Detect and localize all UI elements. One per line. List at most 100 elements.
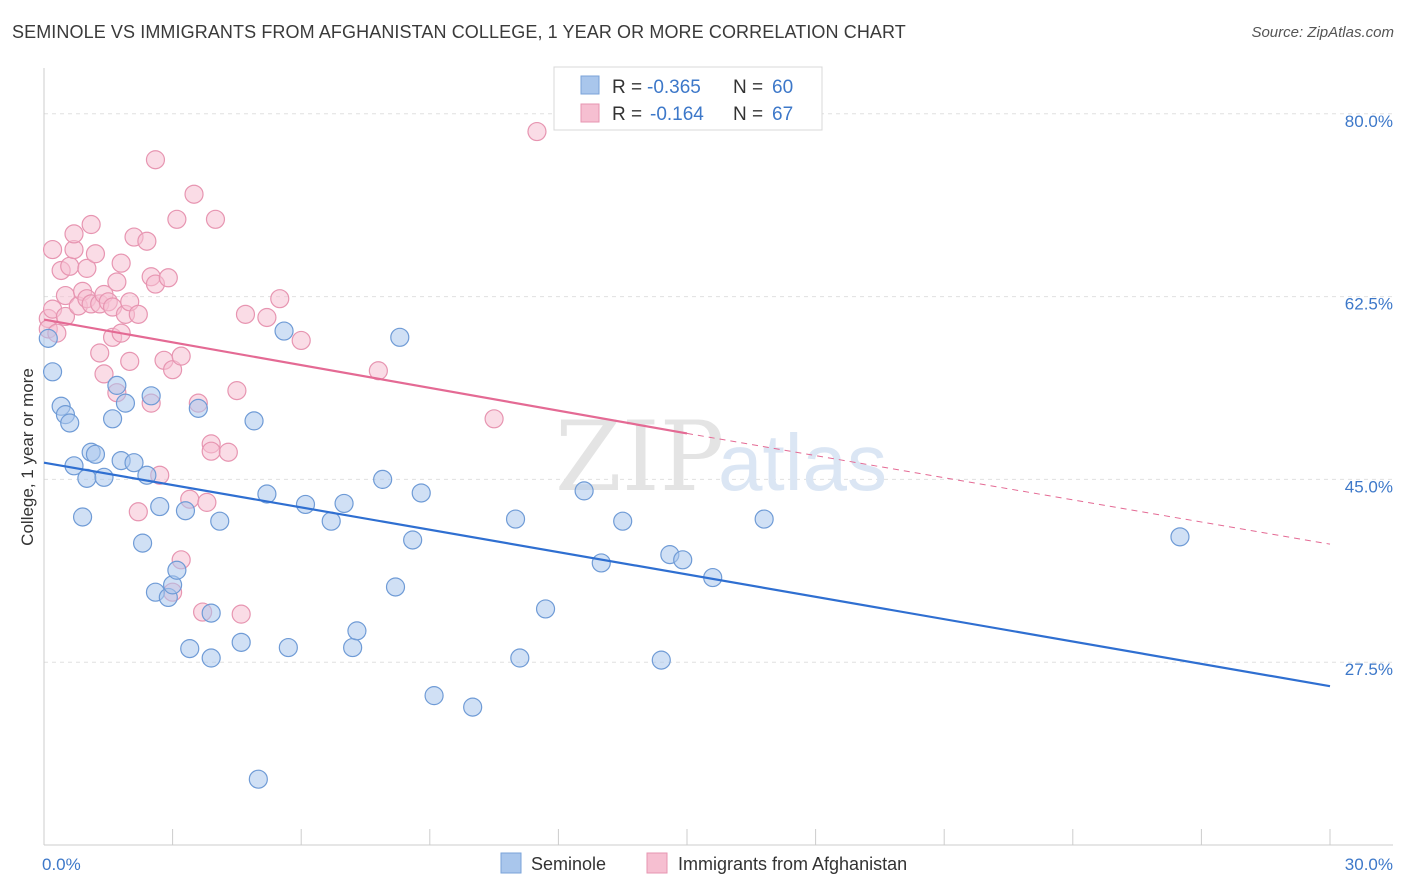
seminole-point [85,444,106,464]
afghanistan-point [171,346,191,366]
seminole-point [424,686,444,706]
seminole-point [188,398,208,418]
seminole-point [463,697,483,717]
afghanistan-point [77,258,97,278]
seminole-point [754,509,774,529]
afghanistan-point [128,304,148,324]
seminole-point [132,533,153,553]
seminole-point [107,375,127,395]
seminole-point [115,393,136,413]
seminole-point [72,507,93,527]
afghanistan-trend-extension [686,432,1331,545]
afghanistan-point [167,209,187,229]
seminole-point [574,481,594,501]
legend-r-value-2: -0.164 [650,104,704,125]
bottom-legend-swatch-afghanistan [646,852,668,874]
seminole-point [201,603,221,623]
seminole-point [231,632,251,652]
afghanistan-point [111,253,131,273]
afghanistan-point [184,184,204,204]
afghanistan-point [197,492,217,512]
seminole-point [505,509,526,529]
seminole-point [321,511,341,531]
chart-title: SEMINOLE VS IMMIGRANTS FROM AFGHANISTAN … [12,22,906,42]
afghanistan-point [201,441,221,461]
afghanistan-point [163,360,183,380]
legend-n-label-2: N = [733,104,763,125]
afghanistan-point [120,351,140,371]
afghanistan-point [90,343,110,363]
legend-swatch-seminole [580,75,600,95]
seminole-point [102,409,123,429]
afghanistan-point [205,209,226,229]
afghanistan-trend-line [43,318,688,435]
seminole-point [210,511,230,531]
legend-n-value-1: 60 [772,77,793,98]
y-tick-label: 27.5% [1345,660,1393,679]
y-tick-label: 80.0% [1345,112,1393,131]
y-tick-label: 62.5% [1345,295,1393,314]
afghanistan-point [145,150,166,170]
seminole-point [38,328,58,348]
x-tick-label-min: 0.0% [42,855,81,874]
seminole-point [1170,527,1190,547]
series-legend: Seminole Immigrants from Afghanistan [500,852,907,874]
afghanistan-point [257,307,277,328]
seminole-point [141,386,161,406]
seminole-point [343,637,363,658]
series-immigrants-from-afghanistan [38,121,547,624]
seminole-point [390,327,410,347]
axes [43,68,1393,846]
afghanistan-point [42,239,63,260]
seminole-point [295,494,316,515]
seminole-point [385,577,406,597]
seminole-point [150,496,170,517]
afghanistan-point [235,304,256,324]
seminole-point [180,639,200,659]
x-tick-label-max: 30.0% [1345,855,1393,874]
seminole-point [60,413,80,433]
legend-n-label-1: N = [733,77,763,98]
seminole-point [411,483,431,503]
correlation-legend: R = -0.365 N = 60 R = -0.164 N = 67 [553,66,823,131]
afghanistan-point [158,268,178,288]
afghanistan-point [527,121,547,142]
legend-r-label-2: R = [612,104,642,125]
seminole-point [274,321,294,341]
bottom-legend-swatch-seminole [500,852,522,874]
bottom-legend-seminole: Seminole [531,854,606,874]
afghanistan-point [227,381,247,401]
y-tick-label: 45.0% [1345,477,1393,496]
y-axis-label: College, 1 year or more [18,368,37,546]
seminole-point [373,469,393,489]
afghanistan-point [60,256,80,276]
seminole-point [510,648,530,668]
seminole-point [651,650,671,670]
seminole-point [124,453,144,473]
seminole-point [257,484,277,504]
afghanistan-point [484,409,504,429]
seminole-point [167,560,187,580]
bottom-legend-afghanistan: Immigrants from Afghanistan [678,854,907,874]
seminole-point [403,530,423,550]
afghanistan-point [231,604,251,624]
legend-r-label-1: R = [612,77,642,98]
seminole-point [244,411,264,431]
grid-lines: 27.5% 45.0% 62.5% 80.0% [44,112,1393,679]
series-seminole [38,321,1190,789]
seminole-point [347,621,367,641]
legend-n-value-2: 67 [772,104,793,125]
seminole-point [613,511,633,531]
afghanistan-point [218,442,238,462]
trend-lines [43,318,1331,688]
afghanistan-point [270,289,290,309]
afghanistan-point [81,214,101,235]
afghanistan-point [128,502,148,522]
seminole-point [535,599,556,619]
afghanistan-point [85,244,106,264]
seminole-point [673,550,693,570]
seminole-point [175,501,196,521]
afghanistan-point [64,224,84,244]
seminole-point [248,769,268,789]
